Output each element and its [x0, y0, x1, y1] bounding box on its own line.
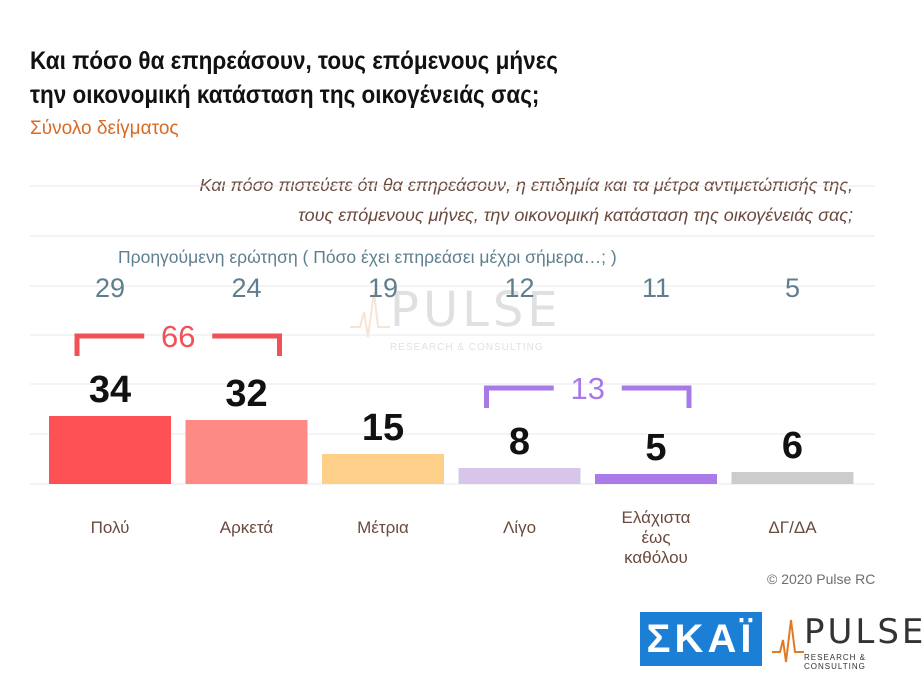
category-label: Μέτρια: [357, 518, 409, 537]
category-label: ΔΓ/ΔΑ: [768, 518, 817, 537]
previous-value-label: 11: [642, 273, 670, 303]
bar-value-label: 8: [509, 421, 530, 463]
previous-question-label: Προηγούμενη ερώτηση ( Πόσο έχει επηρεάσε…: [118, 247, 617, 267]
previous-value-label: 12: [504, 273, 534, 303]
bar: [731, 472, 854, 484]
question-text: Και πόσο πιστεύετε ότι θα επηρεάσουν, η …: [199, 170, 853, 230]
chart-subtitle: Σύνολο δείγματος: [30, 118, 179, 139]
group-total-label: 66: [161, 319, 195, 354]
bar: [595, 474, 717, 484]
category-label-line: Μέτρια: [357, 518, 409, 537]
bar: [185, 420, 308, 484]
category-label: Λίγο: [503, 518, 536, 537]
bar-value-label: 6: [782, 425, 803, 467]
group-total-label: 13: [571, 371, 605, 406]
previous-value-label: 24: [231, 273, 261, 303]
bar: [322, 454, 444, 484]
category-label-line: Ελάχιστα: [622, 508, 691, 527]
category-label-line: ΔΓ/ΔΑ: [768, 518, 817, 537]
bar: [49, 416, 171, 484]
category-label-line: καθόλου: [624, 548, 688, 567]
question-line-2: τους επόμενους μήνες, την οικονομική κατ…: [298, 205, 853, 225]
previous-value-label: 5: [785, 273, 800, 303]
chart-title-line-2: την οικονομική κατάσταση της οικογένειάς…: [30, 81, 540, 109]
group-bracket-right: [212, 333, 282, 356]
bar-value-label: 34: [89, 369, 131, 411]
category-label-line: Πολύ: [91, 518, 130, 537]
skai-logo: ΣΚΑΪ: [640, 612, 762, 666]
category-label: Πολύ: [91, 518, 130, 537]
pulse-logo-sub: RESEARCH & CONSULTING: [804, 653, 867, 671]
group-bracket-right: [621, 385, 692, 408]
previous-value-label: 29: [95, 273, 125, 303]
category-label-line: Αρκετά: [220, 518, 274, 537]
chart-title-line-1: Και πόσο θα επηρεάσουν, τους επόμενους μ…: [30, 47, 559, 75]
group-bracket-left: [484, 385, 554, 408]
category-label-line: Λίγο: [503, 518, 536, 537]
question-line-1: Και πόσο πιστεύετε ότι θα επηρεάσουν, η …: [199, 175, 853, 195]
previous-value-label: 19: [368, 273, 398, 303]
category-label: Αρκετά: [220, 518, 274, 537]
category-label: Ελάχιστα έως καθόλου: [622, 508, 691, 567]
bar-value-label: 5: [645, 427, 666, 469]
group-bracket-left: [74, 333, 145, 356]
bar: [458, 468, 581, 484]
bar-value-label: 32: [225, 373, 267, 415]
category-label-line: έως: [641, 528, 670, 547]
copyright: © 2020 Pulse RC: [767, 571, 876, 587]
pulse-logo-wave-icon: [772, 619, 804, 663]
chart-title: Και πόσο θα επηρεάσουν, τους επόμενους μ…: [30, 44, 558, 112]
pulse-logo-word: PULSE: [804, 612, 923, 652]
bar-value-label: 15: [362, 407, 404, 449]
pulse-logo: PULSE RESEARCH & CONSULTING: [772, 612, 923, 671]
